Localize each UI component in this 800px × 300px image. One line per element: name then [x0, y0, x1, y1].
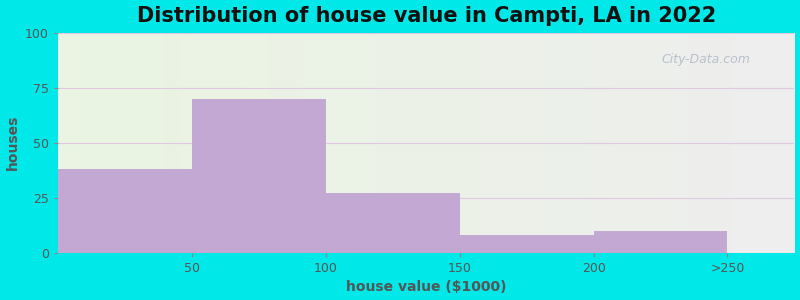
Bar [460, 235, 594, 253]
Y-axis label: houses: houses [6, 115, 19, 170]
Text: City-Data.com: City-Data.com [662, 52, 750, 66]
Title: Distribution of house value in Campti, LA in 2022: Distribution of house value in Campti, L… [137, 6, 716, 26]
X-axis label: house value ($1000): house value ($1000) [346, 280, 506, 294]
Bar [58, 169, 192, 253]
Bar [594, 231, 727, 253]
Bar [326, 194, 460, 253]
Bar [192, 99, 326, 253]
